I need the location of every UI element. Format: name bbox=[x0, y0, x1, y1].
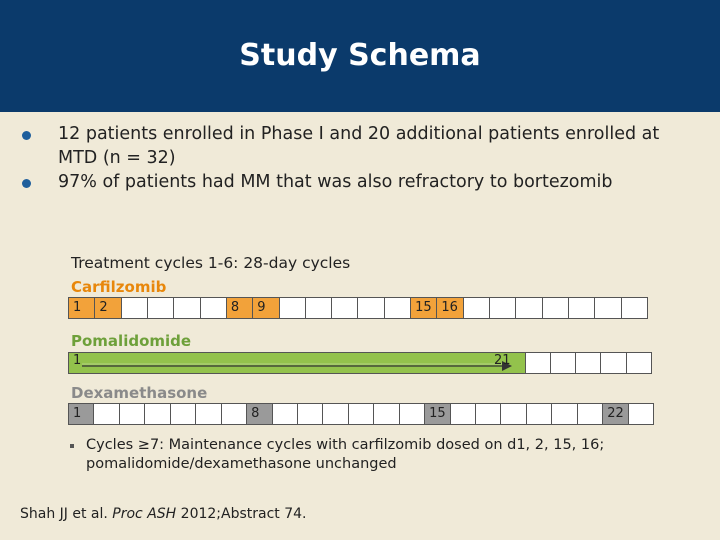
carfilzomib-day-cell bbox=[201, 298, 227, 318]
dexamethasone-day-cell bbox=[400, 404, 426, 424]
carfilzomib-row: 1 2 8 9 15 16 bbox=[68, 297, 648, 319]
dexamethasone-day-cell bbox=[323, 404, 349, 424]
carfilzomib-day-cell: 9 bbox=[253, 298, 280, 318]
carfilzomib-day-cell: 8 bbox=[226, 298, 254, 318]
dexamethasone-day-cell bbox=[196, 404, 222, 424]
dexamethasone-day-cell bbox=[578, 404, 604, 424]
citation: Shah JJ et al. Proc ASH 2012;Abstract 74… bbox=[20, 506, 307, 522]
pomalidomide-start-day: 1 bbox=[73, 353, 82, 368]
pomalidomide-day-cell bbox=[627, 353, 651, 373]
note-bullet-icon bbox=[70, 444, 74, 448]
dexamethasone-day-cell: 1 bbox=[69, 404, 95, 424]
pomalidomide-label: Pomalidomide bbox=[71, 332, 192, 350]
carfilzomib-day-cell: 2 bbox=[95, 298, 122, 318]
carfilzomib-day-cell bbox=[148, 298, 175, 318]
bullet-dot-icon bbox=[22, 131, 31, 140]
carfilzomib-day-cell bbox=[464, 298, 490, 318]
slide-title: Study Schema bbox=[239, 38, 481, 73]
dexamethasone-day-cell bbox=[476, 404, 502, 424]
dexamethasone-day-cell bbox=[145, 404, 171, 424]
dexamethasone-day-cell: 15 bbox=[425, 404, 451, 424]
carfilzomib-day-cell bbox=[332, 298, 359, 318]
pomalidomide-arrow-icon bbox=[82, 361, 512, 371]
dexamethasone-day-cell bbox=[527, 404, 553, 424]
dexamethasone-day-cell bbox=[171, 404, 197, 424]
dexamethasone-day-cell bbox=[349, 404, 375, 424]
carfilzomib-day-cell bbox=[385, 298, 412, 318]
dexamethasone-label: Dexamethasone bbox=[71, 384, 208, 402]
carfilzomib-day-cell bbox=[280, 298, 306, 318]
carfilzomib-day-cell bbox=[622, 298, 647, 318]
carfilzomib-label: Carfilzomib bbox=[71, 278, 167, 296]
bullet-text: 12 patients enrolled in Phase I and 20 a… bbox=[58, 124, 660, 168]
dexamethasone-day-cell bbox=[552, 404, 578, 424]
carfilzomib-day-cell bbox=[490, 298, 517, 318]
bullet-item: 12 patients enrolled in Phase I and 20 a… bbox=[20, 122, 700, 170]
citation-details: 2012;Abstract 74. bbox=[180, 506, 307, 522]
carfilzomib-day-cell bbox=[358, 298, 385, 318]
pomalidomide-day-cell bbox=[576, 353, 602, 373]
pomalidomide-day-cell bbox=[525, 353, 551, 373]
pomalidomide-day-cell bbox=[551, 353, 576, 373]
pomalidomide-dosing-bar bbox=[68, 352, 526, 374]
carfilzomib-day-cell: 16 bbox=[437, 298, 464, 318]
dexamethasone-day-cell bbox=[222, 404, 248, 424]
dexamethasone-day-cell: 22 bbox=[603, 404, 629, 424]
carfilzomib-day-cell bbox=[174, 298, 201, 318]
dexamethasone-day-cell bbox=[273, 404, 298, 424]
header-banner: Study Schema bbox=[0, 0, 720, 112]
carfilzomib-day-cell bbox=[122, 298, 148, 318]
citation-journal: Proc ASH bbox=[112, 506, 177, 522]
carfilzomib-day-cell: 1 bbox=[69, 298, 96, 318]
carfilzomib-day-cell bbox=[543, 298, 569, 318]
carfilzomib-day-cell bbox=[516, 298, 543, 318]
bullet-item: 97% of patients had MM that was also ref… bbox=[20, 170, 700, 194]
dexamethasone-day-cell bbox=[629, 404, 653, 424]
pomalidomide-end-day: 21 bbox=[494, 353, 511, 368]
carfilzomib-day-cell bbox=[595, 298, 622, 318]
citation-authors: Shah JJ et al. bbox=[20, 506, 108, 522]
dexamethasone-day-cell bbox=[120, 404, 146, 424]
dexamethasone-day-cell bbox=[501, 404, 527, 424]
note-text: Cycles ≥7: Maintenance cycles with carfi… bbox=[86, 437, 605, 472]
schema-title: Treatment cycles 1-6: 28-day cycles bbox=[71, 254, 351, 272]
dexamethasone-day-cell: 8 bbox=[247, 404, 273, 424]
carfilzomib-day-cell: 15 bbox=[411, 298, 438, 318]
bullet-list: 12 patients enrolled in Phase I and 20 a… bbox=[20, 122, 700, 194]
carfilzomib-day-cell bbox=[306, 298, 333, 318]
dexamethasone-row: 1 8 15 22 bbox=[68, 403, 654, 425]
maintenance-note: Cycles ≥7: Maintenance cycles with carfi… bbox=[68, 436, 688, 474]
carfilzomib-day-cell bbox=[569, 298, 596, 318]
bullet-dot-icon bbox=[22, 179, 31, 188]
dexamethasone-day-cell bbox=[94, 404, 120, 424]
dexamethasone-day-cell bbox=[451, 404, 476, 424]
dexamethasone-day-cell bbox=[298, 404, 324, 424]
dexamethasone-day-cell bbox=[374, 404, 400, 424]
bullet-text: 97% of patients had MM that was also ref… bbox=[58, 172, 613, 192]
pomalidomide-day-cell bbox=[601, 353, 627, 373]
